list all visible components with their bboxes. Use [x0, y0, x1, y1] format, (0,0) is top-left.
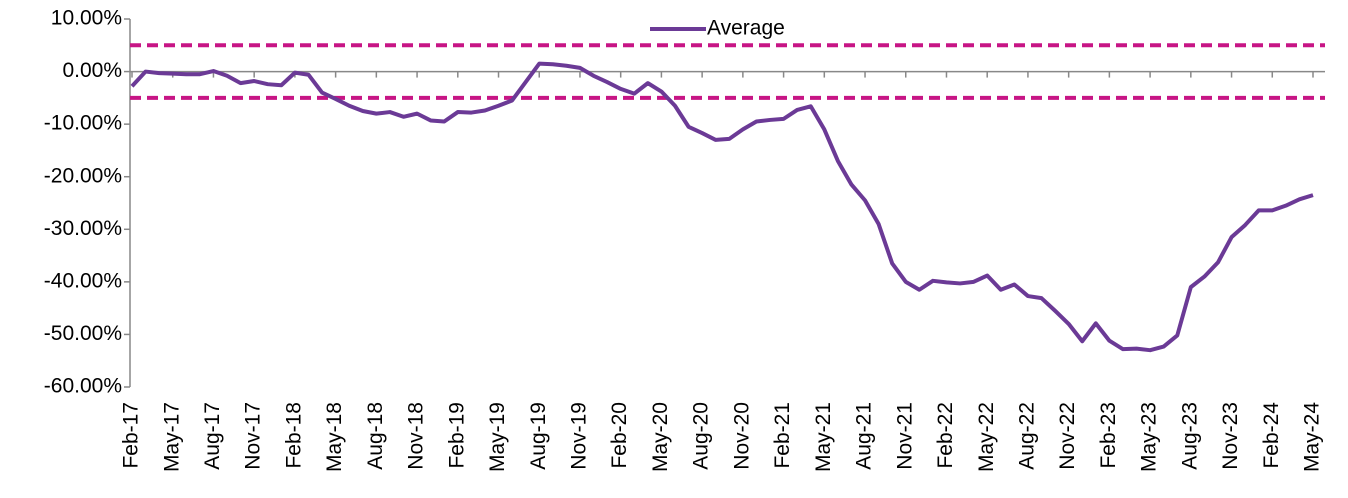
x-tick-label: Nov-23 [1219, 402, 1242, 470]
x-tick-label: May-24 [1301, 402, 1324, 472]
y-tick-label: -10.00% [44, 112, 122, 135]
x-tick-label: Aug-17 [201, 402, 224, 470]
y-tick-label: 10.00% [51, 7, 122, 30]
x-tick-label: Feb-19 [445, 402, 468, 469]
y-tick-label: -40.00% [44, 269, 122, 292]
legend-label: Average [707, 17, 785, 40]
x-tick-label: Feb-20 [608, 402, 631, 469]
y-tick-label: -60.00% [44, 375, 122, 398]
x-tick-label: Nov-21 [893, 402, 916, 470]
x-tick-label: Feb-21 [771, 402, 794, 469]
x-tick-label: May-21 [812, 402, 835, 472]
x-tick-label: Nov-17 [242, 402, 265, 470]
x-tick-label: May-22 [975, 402, 998, 472]
x-tick-label: Feb-17 [120, 402, 143, 469]
x-tick-label: Aug-22 [1015, 402, 1038, 470]
x-tick-label: Aug-20 [690, 402, 713, 470]
x-tick-label: Feb-22 [934, 402, 957, 469]
y-tick-label: 0.00% [62, 59, 122, 82]
x-tick-label: Nov-18 [405, 402, 428, 470]
x-tick-label: May-23 [1138, 402, 1161, 472]
x-tick-label: May-20 [649, 402, 672, 472]
x-tick-label: Aug-21 [853, 402, 876, 470]
x-tick-label: Feb-24 [1260, 402, 1283, 469]
data-line [130, 61, 1314, 353]
x-tick-label: May-19 [486, 402, 509, 472]
x-tick-label: Nov-20 [730, 402, 753, 470]
x-tick-label: Aug-19 [527, 402, 550, 470]
y-tick-label: -50.00% [44, 322, 122, 345]
x-tick-label: May-18 [323, 402, 346, 472]
x-tick-label: Aug-18 [364, 402, 387, 470]
x-tick-label: Feb-18 [282, 402, 305, 469]
x-tick-label: Nov-22 [1056, 402, 1079, 470]
x-tick-label: Feb-23 [1097, 402, 1120, 469]
y-tick-label: -30.00% [44, 217, 122, 240]
x-tick-label: Nov-19 [568, 402, 591, 470]
y-tick-label: -20.00% [44, 164, 122, 187]
x-tick-label: May-17 [160, 402, 183, 472]
x-tick-label: Aug-23 [1178, 402, 1201, 470]
